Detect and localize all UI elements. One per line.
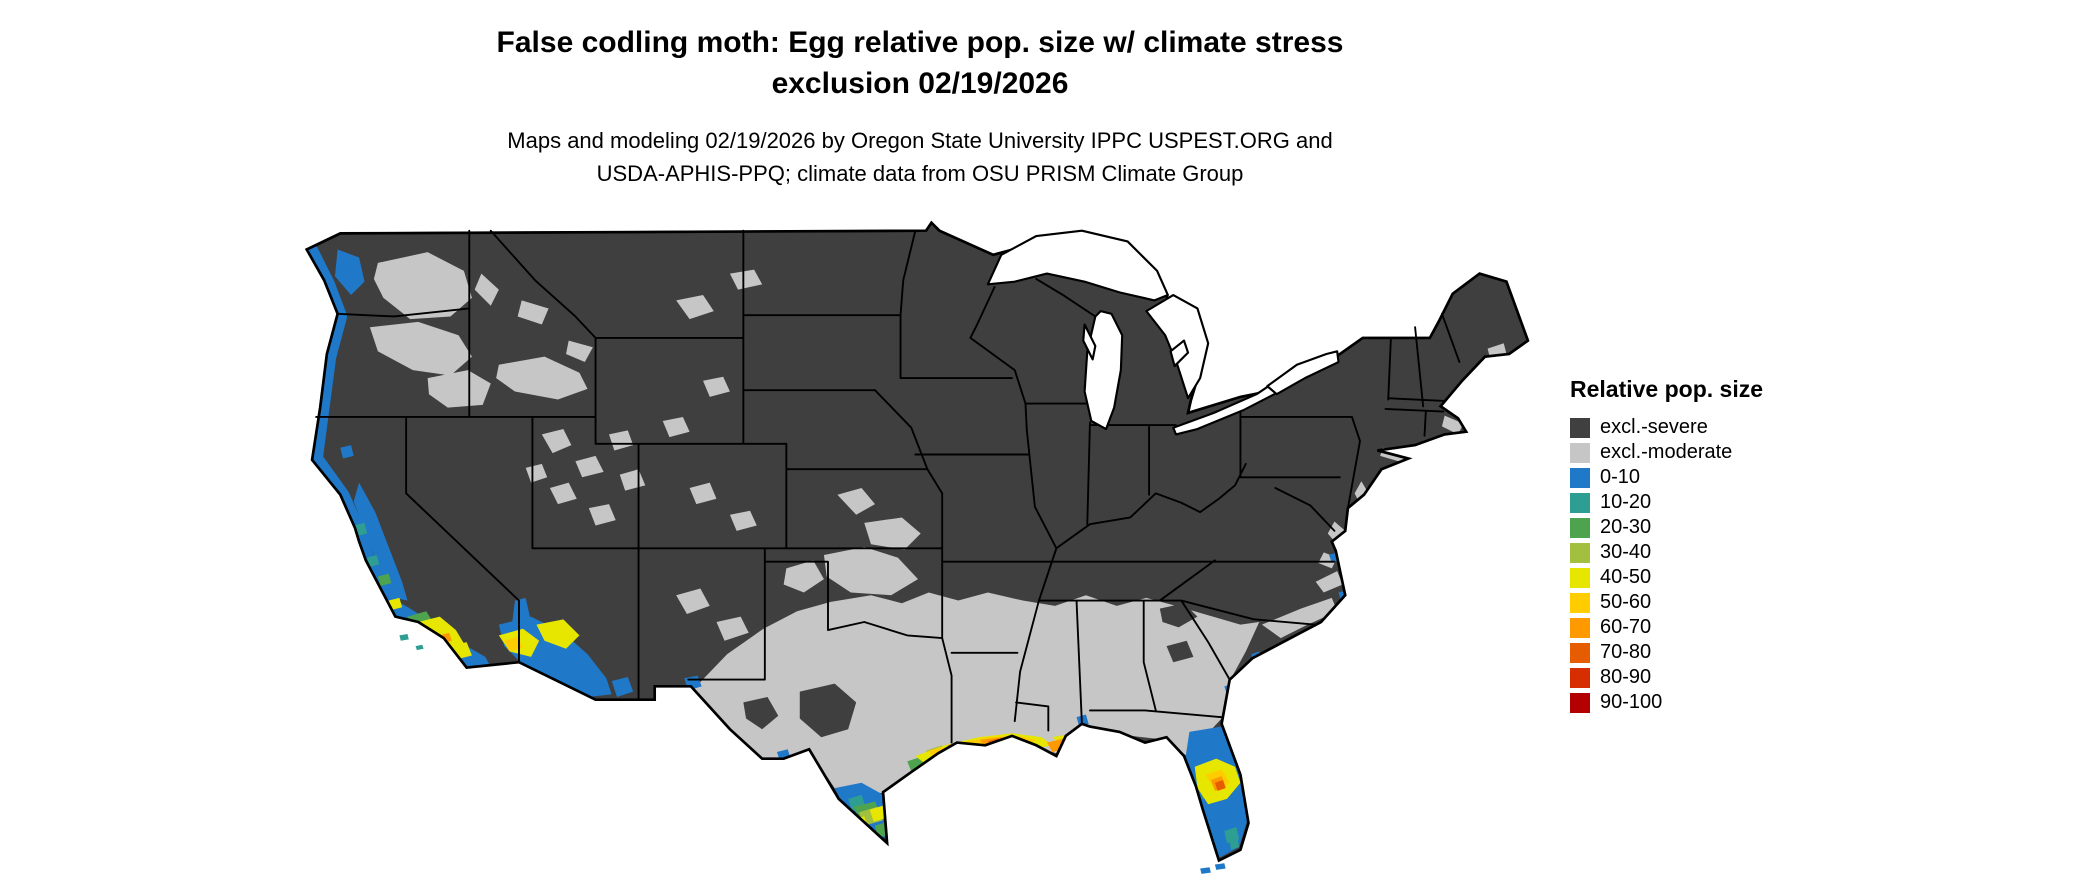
map-title: False codling moth: Egg relative pop. si… <box>270 22 1570 105</box>
legend-label: 0-10 <box>1600 466 1641 488</box>
legend-swatch <box>1570 492 1590 513</box>
legend-label: excl.-moderate <box>1600 441 1733 463</box>
lake-superior <box>986 229 1169 302</box>
legend-label: 70-80 <box>1600 641 1652 663</box>
legend-item-40-50: 40-50 <box>1570 565 1763 590</box>
legend-item-70-80: 70-80 <box>1570 640 1763 665</box>
legend-item-excl-moderate: excl.-moderate <box>1570 440 1763 465</box>
map-subtitle-line1: Maps and modeling 02/19/2026 by Oregon S… <box>507 128 1333 153</box>
legend-label: 90-100 <box>1600 691 1663 713</box>
legend-title: Relative pop. size <box>1570 376 1764 402</box>
state-borders-east <box>941 312 1461 744</box>
legend-item-30-40: 30-40 <box>1570 540 1763 565</box>
legend: Relative pop. size excl.-severe excl.-mo… <box>1570 376 1763 715</box>
lake-ontario <box>1266 350 1340 396</box>
florida-keys-pop-0-10 <box>1200 863 1226 874</box>
us-map-figure <box>304 220 1530 874</box>
legend-swatch <box>1570 667 1590 688</box>
channel-islands-pop-10-20 <box>399 634 424 651</box>
lake-michigan <box>1083 310 1124 431</box>
legend-label: 30-40 <box>1600 541 1652 563</box>
legend-swatch <box>1570 517 1590 538</box>
legend-label: 50-60 <box>1600 591 1652 613</box>
legend-item-20-30: 20-30 <box>1570 515 1763 540</box>
map-title-line1: False codling moth: Egg relative pop. si… <box>496 26 1344 59</box>
legend-label: excl.-severe <box>1600 416 1708 438</box>
legend-swatch <box>1570 467 1590 488</box>
legend-label: 20-30 <box>1600 516 1652 538</box>
us-map <box>300 220 1536 890</box>
great-lakes <box>986 229 1340 436</box>
legend-swatch <box>1570 642 1590 663</box>
legend-swatch <box>1570 692 1590 713</box>
state-borders-west <box>315 229 944 701</box>
legend-item-60-70: 60-70 <box>1570 615 1763 640</box>
legend-item-90-100: 90-100 <box>1570 690 1763 715</box>
legend-label: 10-20 <box>1600 491 1652 513</box>
regions-excl-moderate <box>369 252 1507 797</box>
legend-swatch <box>1570 417 1590 438</box>
legend-swatch <box>1570 617 1590 638</box>
legend-item-50-60: 50-60 <box>1570 590 1763 615</box>
saginaw-bay <box>1169 339 1190 368</box>
map-subtitle-line2: USDA-APHIS-PPQ; climate data from OSU PR… <box>596 161 1244 186</box>
legend-swatch <box>1570 592 1590 613</box>
legend-swatch <box>1570 442 1590 463</box>
legend-item-excl-severe: excl.-severe <box>1570 415 1763 440</box>
green-bay <box>1082 323 1097 361</box>
legend-item-80-90: 80-90 <box>1570 665 1763 690</box>
legend-item-10-20: 10-20 <box>1570 490 1763 515</box>
legend-item-0-10: 0-10 <box>1570 465 1763 490</box>
state-borders <box>315 229 1461 744</box>
legend-swatch <box>1570 542 1590 563</box>
legend-label: 60-70 <box>1600 616 1652 638</box>
map-title-line2: exclusion 02/19/2026 <box>771 67 1069 101</box>
map-subtitle: Maps and modeling 02/19/2026 by Oregon S… <box>270 124 1570 190</box>
legend-swatch <box>1570 567 1590 588</box>
state-borders-central <box>687 229 1336 723</box>
legend-label: 40-50 <box>1600 566 1652 588</box>
legend-label: 80-90 <box>1600 666 1652 688</box>
